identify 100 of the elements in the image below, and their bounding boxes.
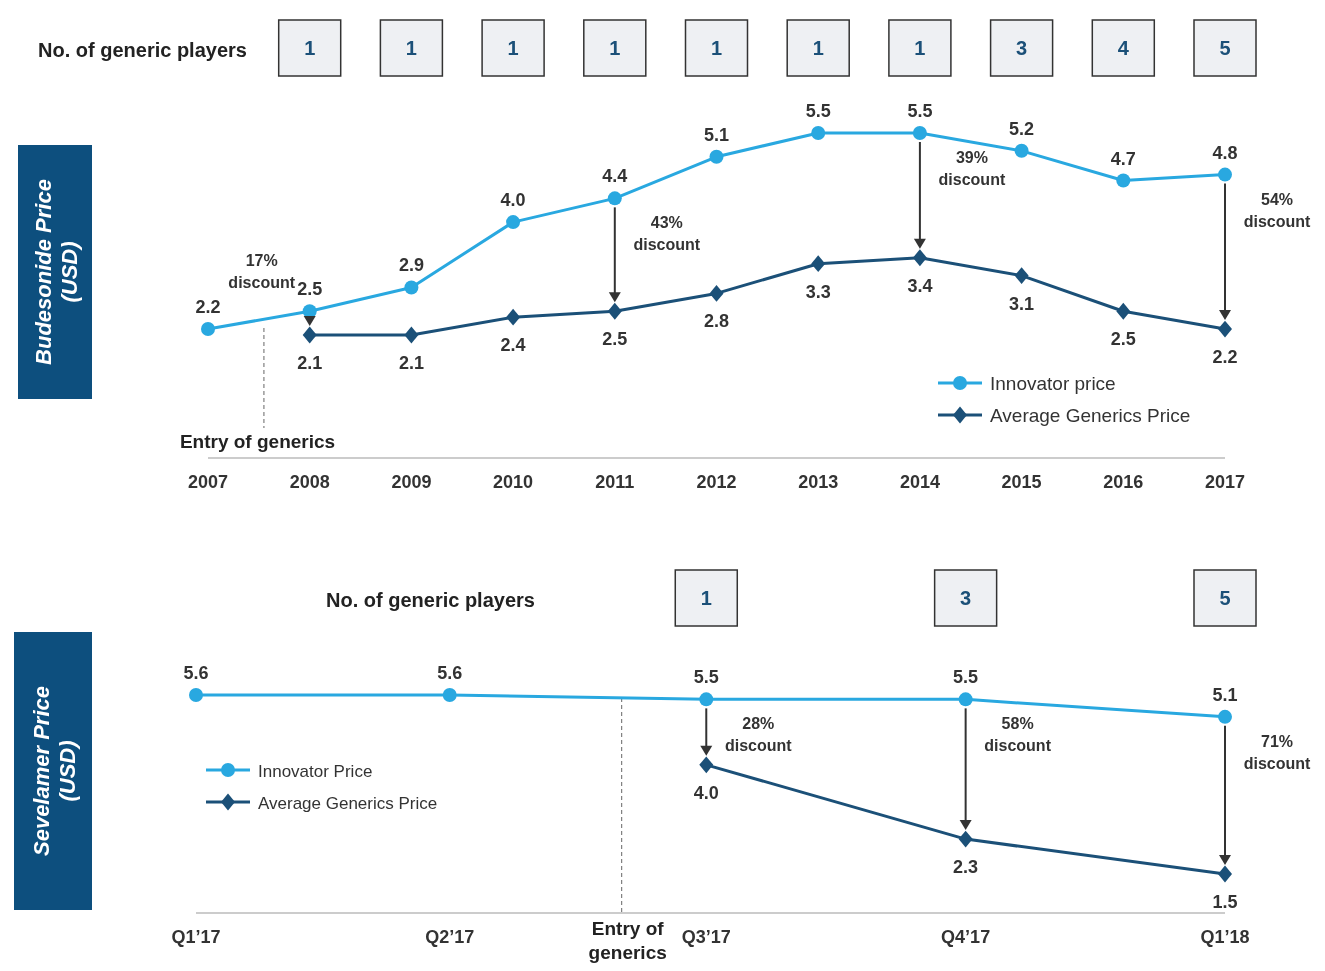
x-tick-label: 2007 [187, 472, 229, 492]
legend-label: Average Generics Price [258, 794, 438, 813]
x-tick-label: Q1’17 [171, 927, 221, 947]
point [709, 285, 724, 302]
data-label: 2.9 [398, 255, 424, 276]
point [1116, 302, 1131, 320]
annotation: 17% discount [228, 252, 296, 292]
y-axis-title: Sevelamer Price (USD) [29, 685, 80, 857]
x-tick-label: 2014 [899, 472, 940, 492]
legend-label: Innovator Price [258, 762, 373, 781]
data-label: 5.5 [805, 101, 831, 121]
point [699, 692, 714, 707]
data-label: 5.5 [693, 667, 719, 688]
data-label: 5.2 [1009, 118, 1035, 139]
x-tick-label: 2016 [1103, 472, 1144, 492]
data-label: 3.1 [1009, 293, 1035, 314]
data-label: 2.1 [398, 353, 424, 373]
x-tick-label: 2013 [798, 472, 839, 492]
x-tick-label: 2015 [1001, 472, 1042, 492]
annotation: 58% discount [984, 715, 1052, 755]
annotation: 28% discount [724, 715, 793, 755]
point [811, 126, 826, 140]
point [404, 326, 419, 344]
ref-line-label: Entry of generics [588, 918, 667, 963]
data-label: 2.3 [953, 857, 979, 878]
point [607, 191, 622, 206]
text: 1 [700, 587, 712, 609]
data-label: 4.4 [602, 166, 628, 187]
data-label: 5.5 [953, 667, 979, 688]
data-label: 2.2 [195, 297, 221, 318]
data-label: 5.1 [1212, 684, 1238, 705]
x-tick-label: Q1’18 [1200, 927, 1250, 947]
text: 1 [812, 37, 824, 59]
text: 3 [960, 587, 972, 609]
ref-line-label: Entry of generics [179, 431, 336, 452]
text: 4 [1117, 37, 1130, 59]
data-label: 3.4 [907, 275, 933, 296]
data-label: 5.5 [907, 101, 933, 121]
text: 1 [507, 37, 519, 59]
x-tick-label: 2009 [391, 472, 432, 492]
point [201, 322, 215, 337]
point [958, 692, 973, 707]
point [699, 756, 714, 774]
text: 1 [304, 37, 316, 59]
point [404, 280, 419, 295]
data-label: 2.8 [703, 311, 730, 332]
point [607, 302, 622, 320]
data-label: 3.3 [805, 281, 831, 302]
annotation: 71% discount [1243, 732, 1311, 772]
x-tick-label: Q3’17 [681, 927, 731, 947]
x-tick-label: Q2’17 [425, 927, 475, 947]
point [1014, 143, 1029, 158]
text: No. of generic players [38, 39, 247, 61]
data-label: 4.0 [693, 782, 719, 803]
data-label: 5.6 [437, 663, 463, 683]
point [912, 126, 927, 140]
legend-label: Innovator price [990, 373, 1116, 394]
data-label: 1.5 [1212, 892, 1238, 912]
point [1218, 709, 1232, 724]
text: 3 [1016, 37, 1028, 59]
data-label: 4.8 [1212, 142, 1238, 163]
data-label: 4.0 [500, 190, 526, 211]
x-tick-label: 2010 [493, 472, 534, 492]
x-tick-label: 2017 [1204, 472, 1246, 492]
y-axis-title: Budesonide Price (USD) [31, 179, 82, 365]
point [442, 688, 457, 702]
text: 1 [914, 37, 926, 59]
point [1014, 267, 1029, 284]
point [958, 830, 973, 848]
x-tick-label: 2011 [595, 472, 635, 492]
text: 1 [609, 37, 621, 59]
point [811, 255, 826, 273]
legend-label: Average Generics Price [990, 405, 1191, 426]
point [1218, 167, 1232, 182]
text: No. of generic players [326, 589, 535, 611]
point [506, 308, 521, 326]
annotation: 54% discount [1243, 190, 1311, 230]
x-tick-label: 2012 [696, 472, 737, 492]
point [1218, 320, 1232, 338]
annotation: 39% discount [938, 149, 1006, 188]
data-label: 2.5 [297, 279, 323, 300]
data-label: 2.5 [602, 329, 628, 350]
point [709, 149, 724, 164]
point [1218, 865, 1232, 883]
point [506, 215, 521, 230]
text: 5 [1219, 37, 1231, 59]
data-label: 2.2 [1212, 347, 1238, 368]
point [912, 249, 927, 267]
annotation: 43% discount [633, 214, 701, 254]
data-label: 5.6 [183, 663, 209, 683]
text: 5 [1219, 587, 1231, 609]
point [302, 326, 317, 344]
text: 1 [710, 37, 723, 59]
point [189, 688, 203, 702]
data-label: 4.7 [1110, 148, 1136, 169]
x-tick-label: Q4’17 [941, 927, 991, 947]
data-label: 2.1 [297, 353, 323, 373]
data-label: 5.1 [703, 124, 730, 145]
data-label: 2.5 [1110, 329, 1136, 350]
data-label: 2.4 [500, 335, 526, 356]
